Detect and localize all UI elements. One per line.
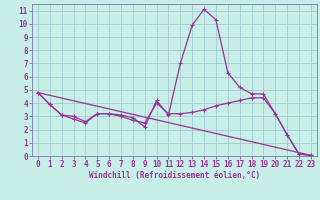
X-axis label: Windchill (Refroidissement éolien,°C): Windchill (Refroidissement éolien,°C) [89,171,260,180]
